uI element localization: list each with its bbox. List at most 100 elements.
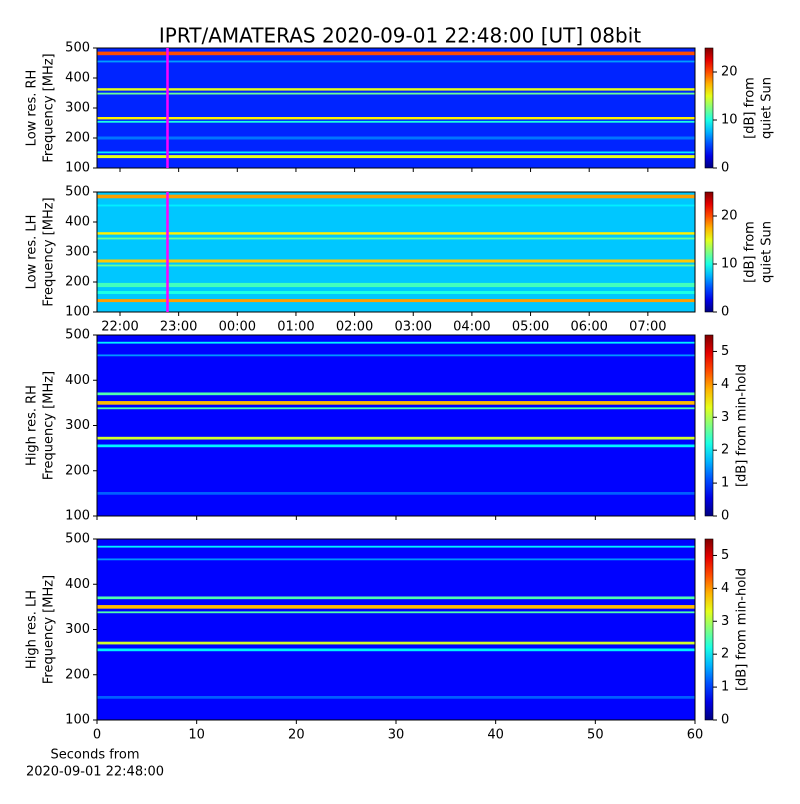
y-tick-label: 300 (65, 245, 90, 260)
heatmap-band (97, 264, 695, 267)
y-axis-label: Frequency [MHz] (42, 53, 57, 162)
colorbar-tick-label: 1 (721, 680, 729, 695)
colorbar-tick-label: 10 (721, 113, 738, 128)
y-tick-label: 200 (65, 463, 90, 478)
colorbar-tick-label: 2 (721, 647, 729, 662)
y-tick-label: 100 (65, 509, 90, 524)
x-axis-label: Seconds from (50, 748, 139, 763)
heatmap-band (97, 282, 695, 288)
heatmap-band (97, 605, 695, 609)
heatmap-band (97, 596, 695, 600)
heatmap-background (97, 539, 695, 720)
colorbar-label: quiet Sun (760, 221, 775, 283)
x-tick-label: 03:00 (395, 320, 432, 335)
heatmap-band (97, 88, 695, 91)
y-tick-label: 300 (65, 101, 90, 116)
heatmap-band (97, 92, 695, 95)
heatmap-band (97, 259, 695, 263)
y-tick-label: 300 (65, 418, 90, 433)
colorbar-tick-label: 0 (721, 713, 729, 728)
colorbar-tick-label: 0 (721, 161, 729, 176)
y-tick-label: 100 (65, 713, 90, 728)
heatmap-band (97, 354, 695, 357)
colorbar-tick-label: 20 (721, 65, 738, 80)
y-tick-label: 400 (65, 215, 90, 230)
heatmap-band (97, 648, 695, 652)
colorbar-label: [dB] from min-hold (735, 364, 750, 487)
y-axis-label: Frequency [MHz] (42, 575, 57, 684)
y-tick-label: 100 (65, 161, 90, 176)
x-tick-label: 10 (188, 728, 205, 743)
heatmap-band (97, 60, 695, 63)
y-tick-label: 500 (65, 185, 90, 200)
y-tick-label: 400 (65, 71, 90, 86)
colorbar-label: [dB] from (743, 77, 758, 139)
colorbar-tick-label: 3 (721, 614, 729, 629)
x-tick-label: 23:00 (160, 320, 197, 335)
x-tick-label: 60 (687, 728, 704, 743)
heatmap-band (97, 436, 695, 440)
heatmap-band (97, 545, 695, 548)
heatmap-band (97, 341, 695, 344)
y-tick-label: 400 (65, 373, 90, 388)
heatmap-band (97, 444, 695, 448)
x-tick-label: 40 (487, 728, 504, 743)
y-axis-label: Low res. RH (25, 70, 40, 147)
x-tick-label: 01:00 (277, 320, 314, 335)
colorbar-tick-label: 5 (721, 548, 729, 563)
colorbar-tick-label: 5 (721, 344, 729, 359)
figure-title: IPRT/AMATERAS 2020-09-01 22:48:00 [UT] 0… (159, 24, 641, 48)
heatmap-band (97, 407, 695, 410)
colorbar-label: quiet Sun (760, 77, 775, 139)
colorbar (704, 538, 714, 721)
colorbar-label: [dB] from min-hold (735, 568, 750, 691)
heatmap-band (97, 151, 695, 154)
colorbar (704, 191, 714, 313)
x-tick-label: 20 (288, 728, 305, 743)
y-tick-label: 200 (65, 131, 90, 146)
colorbar-tick-label: 1 (721, 476, 729, 491)
x-tick-label: 07:00 (629, 320, 666, 335)
colorbar (704, 47, 714, 169)
x-tick-label: 02:00 (336, 320, 373, 335)
heatmap-band (97, 696, 695, 699)
colorbar-tick-label: 20 (721, 209, 738, 224)
heatmap-band (97, 51, 695, 56)
y-tick-label: 500 (65, 532, 90, 547)
heatmap-band (97, 299, 695, 303)
y-tick-label: 500 (65, 328, 90, 343)
heatmap-background (97, 48, 695, 168)
heatmap-band (97, 392, 695, 396)
x-tick-label: 0 (93, 728, 101, 743)
colorbar-tick-label: 2 (721, 443, 729, 458)
heatmap-band (97, 237, 695, 240)
y-tick-label: 100 (65, 305, 90, 320)
y-tick-label: 200 (65, 275, 90, 290)
heatmap-band (97, 611, 695, 614)
x-tick-label: 05:00 (512, 320, 549, 335)
y-tick-label: 300 (65, 622, 90, 637)
x-axis-label: 2020-09-01 22:48:00 (26, 765, 164, 780)
x-tick-label: 00:00 (219, 320, 256, 335)
colorbar (704, 334, 714, 517)
colorbar-tick-label: 3 (721, 410, 729, 425)
heatmap-band (97, 155, 695, 159)
x-tick-label: 04:00 (453, 320, 490, 335)
y-tick-label: 400 (65, 577, 90, 592)
heatmap-band (97, 291, 695, 294)
heatmap-band (97, 558, 695, 561)
y-axis-label: High res. RH (25, 385, 40, 466)
y-tick-label: 500 (65, 41, 90, 56)
heatmap-band (97, 117, 695, 120)
colorbar-tick-label: 10 (721, 257, 738, 272)
heatmap-band (97, 204, 695, 207)
colorbar-tick-label: 0 (721, 305, 729, 320)
heatmap-band (97, 492, 695, 495)
colorbar-label: [dB] from (743, 221, 758, 283)
heatmap-background (97, 335, 695, 516)
heatmap-band (97, 232, 695, 235)
x-tick-label: 22:00 (101, 320, 138, 335)
y-axis-label: High res. LH (25, 590, 40, 669)
heatmap-band (97, 194, 695, 199)
